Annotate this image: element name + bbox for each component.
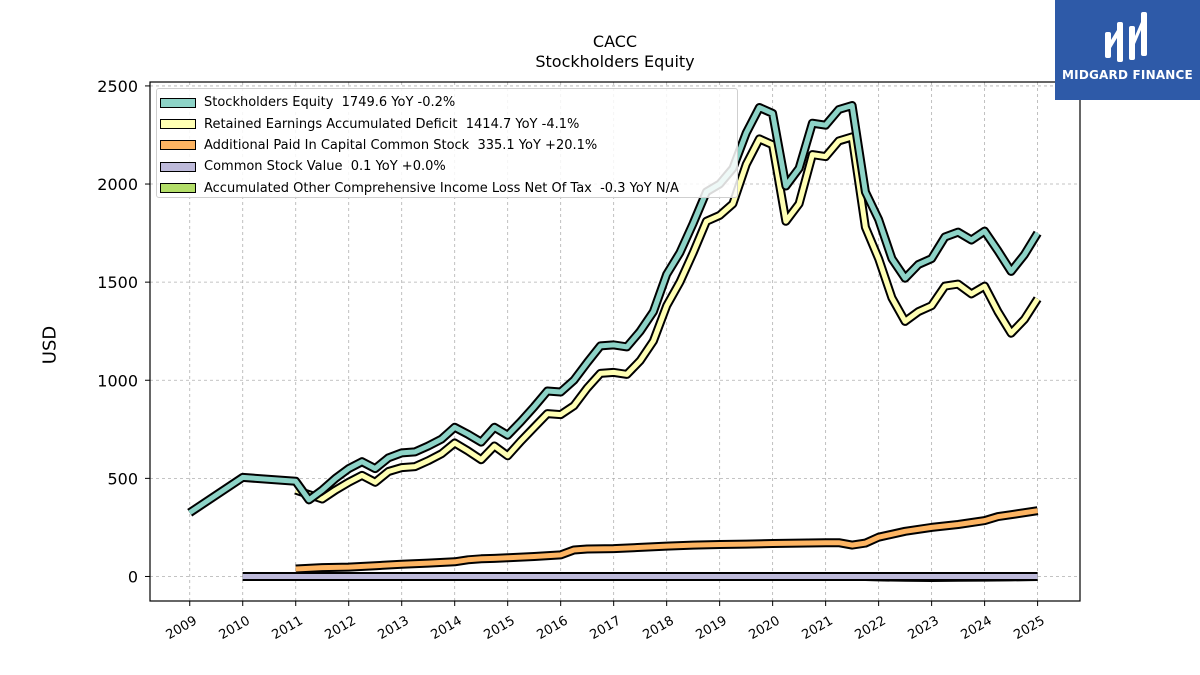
legend-item: Additional Paid In Capital Common Stock …	[157, 135, 737, 156]
y-tick-label: 2500	[97, 77, 138, 96]
plot-frame	[149, 81, 1081, 602]
x-tick-label: 2011	[270, 613, 306, 643]
brand-name: MIDGARD FINANCE	[1062, 68, 1193, 82]
legend-label: Common Stock Value 0.1 YoY +0.0%	[204, 159, 446, 175]
series-line	[294, 134, 1040, 502]
legend-label: Retained Earnings Accumulated Deficit 14…	[204, 116, 580, 132]
x-tick-label: 2010	[217, 613, 253, 643]
x-tick-label: 2019	[693, 613, 729, 643]
chart-title: CACC	[592, 32, 638, 51]
x-tick-label: 2024	[958, 613, 994, 643]
x-tick-label: 2017	[588, 613, 624, 643]
x-tick-label: 2021	[799, 613, 835, 643]
legend-item: Retained Earnings Accumulated Deficit 14…	[157, 113, 737, 134]
chart-legend: Stockholders Equity 1749.6 YoY -0.2% Ret…	[156, 88, 738, 198]
y-tick-label: 1000	[97, 371, 138, 390]
y-tick-label: 2000	[97, 175, 138, 194]
legend-swatch-stockholders-equity	[160, 97, 196, 108]
chart-subtitle: Stockholders Equity	[535, 52, 695, 71]
x-tick-label: 2023	[905, 613, 941, 643]
legend-item: Accumulated Other Comprehensive Income L…	[157, 178, 737, 199]
x-tick-label: 2013	[376, 613, 412, 643]
legend-label: Accumulated Other Comprehensive Income L…	[204, 180, 679, 196]
logo-mark-icon	[1105, 12, 1147, 62]
legend-label: Additional Paid In Capital Common Stock …	[204, 137, 598, 153]
series-line	[188, 103, 1040, 515]
x-tick-label: 2022	[852, 613, 888, 643]
y-tick-label: 0	[128, 567, 138, 586]
y-tick-label: 500	[107, 469, 138, 488]
brand-logo: MIDGARD FINANCE	[1055, 0, 1200, 100]
y-tick-label: 1500	[97, 273, 138, 292]
x-tick-label: 2025	[1011, 613, 1047, 643]
legend-swatch-additional-paid-in-capital	[160, 140, 196, 151]
x-tick-label: 2020	[746, 613, 782, 643]
x-tick-label: 2014	[429, 613, 465, 643]
x-tick-label: 2012	[323, 613, 359, 643]
legend-swatch-retained-earnings	[160, 119, 196, 130]
legend-swatch-common-stock-value	[160, 161, 196, 172]
legend-item: Stockholders Equity 1749.6 YoY -0.2%	[157, 92, 737, 113]
x-tick-label: 2016	[535, 613, 571, 643]
series-line	[295, 508, 1038, 572]
x-tick-label: 2018	[641, 613, 677, 643]
legend-item: Common Stock Value 0.1 YoY +0.0%	[157, 156, 737, 177]
legend-swatch-accumulated-oci	[160, 183, 196, 194]
x-tick-label: 2015	[482, 613, 518, 643]
legend-label: Stockholders Equity 1749.6 YoY -0.2%	[204, 95, 456, 111]
x-tick-label: 2009	[164, 613, 200, 643]
